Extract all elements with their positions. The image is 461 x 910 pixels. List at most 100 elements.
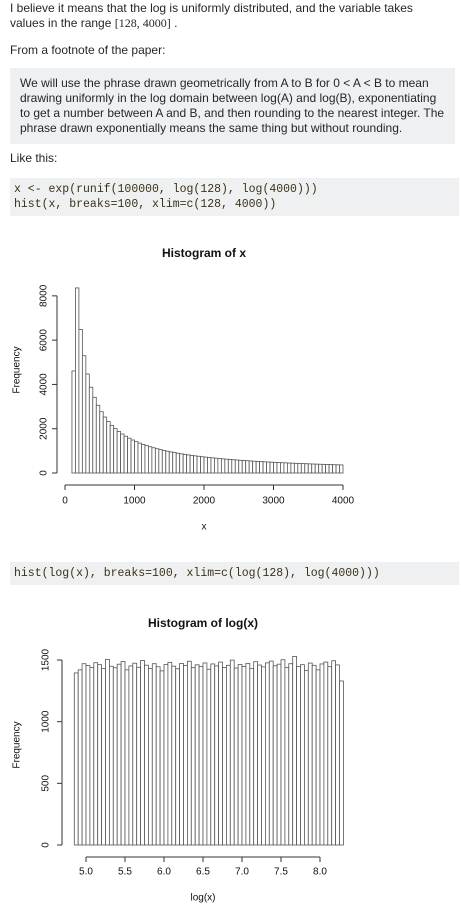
bar [179, 453, 184, 474]
bar [264, 662, 270, 846]
bar [280, 462, 285, 474]
bar [116, 431, 121, 474]
bar [106, 421, 111, 474]
bar [73, 672, 79, 846]
x-axis-label: log(x) [190, 893, 215, 904]
intro: I believe it means that the log is unifo… [10, 1, 450, 31]
bar [77, 669, 83, 846]
bar [92, 396, 97, 474]
bar [325, 464, 330, 474]
y-tick-label: 0 [39, 470, 50, 476]
bar [300, 463, 306, 474]
bar [210, 457, 215, 474]
bar [144, 445, 149, 474]
bar [335, 664, 340, 846]
bar [113, 428, 118, 474]
bar [193, 455, 198, 474]
intro-end: . [174, 16, 178, 30]
bar [196, 455, 201, 474]
blockquote: We will use the phrase drawn geometrical… [10, 68, 455, 144]
bar [124, 669, 130, 846]
bar [168, 451, 174, 474]
bar [225, 664, 231, 846]
bar [81, 663, 87, 846]
bar [167, 661, 173, 846]
bar [89, 667, 95, 846]
bar [130, 439, 135, 474]
bar [158, 449, 163, 474]
bar [155, 666, 161, 846]
bar [231, 459, 236, 474]
bar [127, 437, 132, 474]
bar [283, 462, 288, 474]
bar [255, 461, 260, 474]
bar [163, 664, 169, 846]
bar [93, 662, 99, 846]
bar [175, 668, 180, 846]
code-block: x <- exp(runif(100000, log(128), log(400… [10, 178, 459, 216]
bar [81, 355, 87, 474]
bar [292, 656, 298, 846]
bar [123, 435, 128, 474]
bar [218, 661, 223, 846]
bar [339, 464, 344, 474]
bar [134, 441, 139, 474]
x-tick-label: 4000 [332, 496, 355, 507]
bar [303, 670, 309, 846]
bar [319, 663, 325, 846]
bar [318, 463, 323, 474]
bar [311, 664, 317, 846]
bar [109, 424, 115, 474]
bar [293, 462, 299, 474]
bar [259, 461, 264, 474]
bar [241, 666, 247, 846]
bar [75, 287, 80, 474]
bar [227, 459, 233, 474]
y-tick-label: 1000 [41, 710, 52, 733]
bar [144, 664, 149, 846]
code-line: hist(x, breaks=100, xlim=c(128, 4000)) [14, 198, 277, 211]
bar [120, 433, 125, 474]
bar [214, 457, 219, 474]
bar [154, 448, 160, 474]
code-block: hist(log(x), breaks=100, xlim=c(log(128)… [10, 562, 459, 585]
bar [269, 461, 274, 474]
bar [71, 370, 76, 474]
x-tick-label: 6.5 [196, 867, 210, 878]
bar [137, 442, 142, 474]
x-tick-label: 2000 [193, 496, 216, 507]
bar [268, 660, 274, 846]
bar [165, 450, 170, 474]
bar [95, 404, 101, 474]
bar [290, 462, 295, 474]
bar [85, 665, 91, 846]
footnote-lead: From a footnote of the paper: [10, 43, 166, 57]
bar [132, 662, 138, 846]
like-this: Like this: [10, 151, 58, 165]
bar [172, 452, 177, 474]
bar [245, 662, 251, 846]
y-tick-label: 0 [41, 842, 52, 848]
bar [202, 662, 208, 846]
x-tick-label: 1000 [123, 496, 146, 507]
bar [128, 665, 134, 846]
bar [198, 666, 204, 846]
y-tick-label: 6000 [39, 329, 50, 352]
bar [190, 667, 196, 846]
bar [296, 666, 301, 846]
bar [234, 459, 240, 474]
bar [327, 666, 333, 846]
y-tick-label: 2000 [39, 417, 50, 440]
bar [331, 660, 337, 846]
bar [261, 666, 266, 846]
bar [332, 464, 337, 474]
bar [241, 460, 247, 474]
y-tick-label: 4000 [39, 373, 50, 396]
bar [220, 458, 226, 474]
bar [120, 661, 126, 846]
x-tick-label: 7.0 [235, 867, 249, 878]
bar [266, 461, 271, 474]
y-tick-label: 8000 [39, 284, 50, 307]
bar [85, 373, 90, 474]
bar [147, 667, 153, 846]
